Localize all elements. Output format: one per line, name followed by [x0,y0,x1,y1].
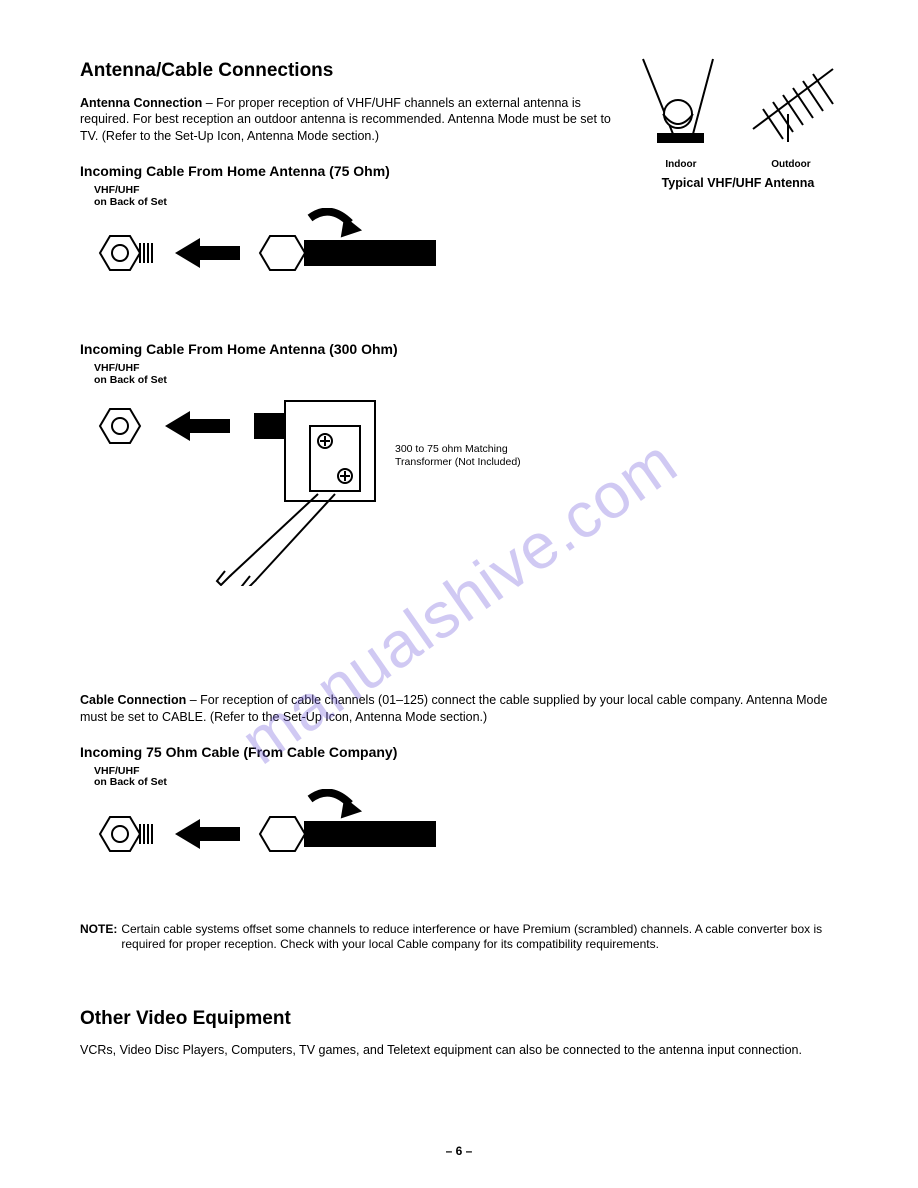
note-label: NOTE: [80,922,117,953]
connector-cable-company-icon [80,789,460,889]
vhf-uhf-label-2: VHF/UHF [94,363,838,375]
cable-connection-text: – For reception of cable channels (01–12… [80,693,827,724]
transformer-label-line2: Transformer (Not Included) [395,456,521,469]
vhf-uhf-label-3: VHF/UHF [94,766,838,778]
incoming-300-title: Incoming Cable From Home Antenna (300 Oh… [80,341,838,357]
transformer-label-line1: 300 to 75 ohm Matching [395,443,521,456]
back-of-set-label-3: on Back of Set [94,777,838,789]
cable-connection-label: Cable Connection [80,693,186,707]
other-equipment-text: VCRs, Video Disc Players, Computers, TV … [80,1042,838,1059]
connector-75ohm-icon [80,208,460,308]
antenna-connection-paragraph: Antenna Connection – For proper receptio… [80,95,620,146]
antenna-types-icon [633,54,843,154]
other-equipment-title: Other Video Equipment [80,1008,838,1030]
top-section: Antenna/Cable Connections Antenna Connec… [80,60,838,145]
note-row: NOTE: Certain cable systems offset some … [80,922,838,953]
indoor-label: Indoor [665,159,696,170]
back-of-set-label: on Back of Set [94,197,838,209]
antenna-connection-label: Antenna Connection [80,96,202,110]
outdoor-label: Outdoor [771,159,810,170]
incoming-company-title: Incoming 75 Ohm Cable (From Cable Compan… [80,744,838,760]
antenna-caption: Typical VHF/UHF Antenna [628,176,848,190]
page-number: – 6 – [0,1144,918,1158]
transformer-300ohm-icon [80,386,400,586]
diagram-300ohm: VHF/UHF on Back of Set [80,363,838,589]
diagram-75ohm: VHF/UHF on Back of Set [80,185,838,311]
note-text: Certain cable systems offset some channe… [121,922,838,953]
cable-connection-paragraph: Cable Connection – For reception of cabl… [80,692,838,726]
antenna-illustration-box: Indoor Outdoor Typical VHF/UHF Antenna [628,54,848,190]
back-of-set-label-2: on Back of Set [94,375,838,387]
transformer-label: 300 to 75 ohm Matching Transformer (Not … [395,443,521,468]
diagram-cable-company: VHF/UHF on Back of Set [80,766,838,892]
